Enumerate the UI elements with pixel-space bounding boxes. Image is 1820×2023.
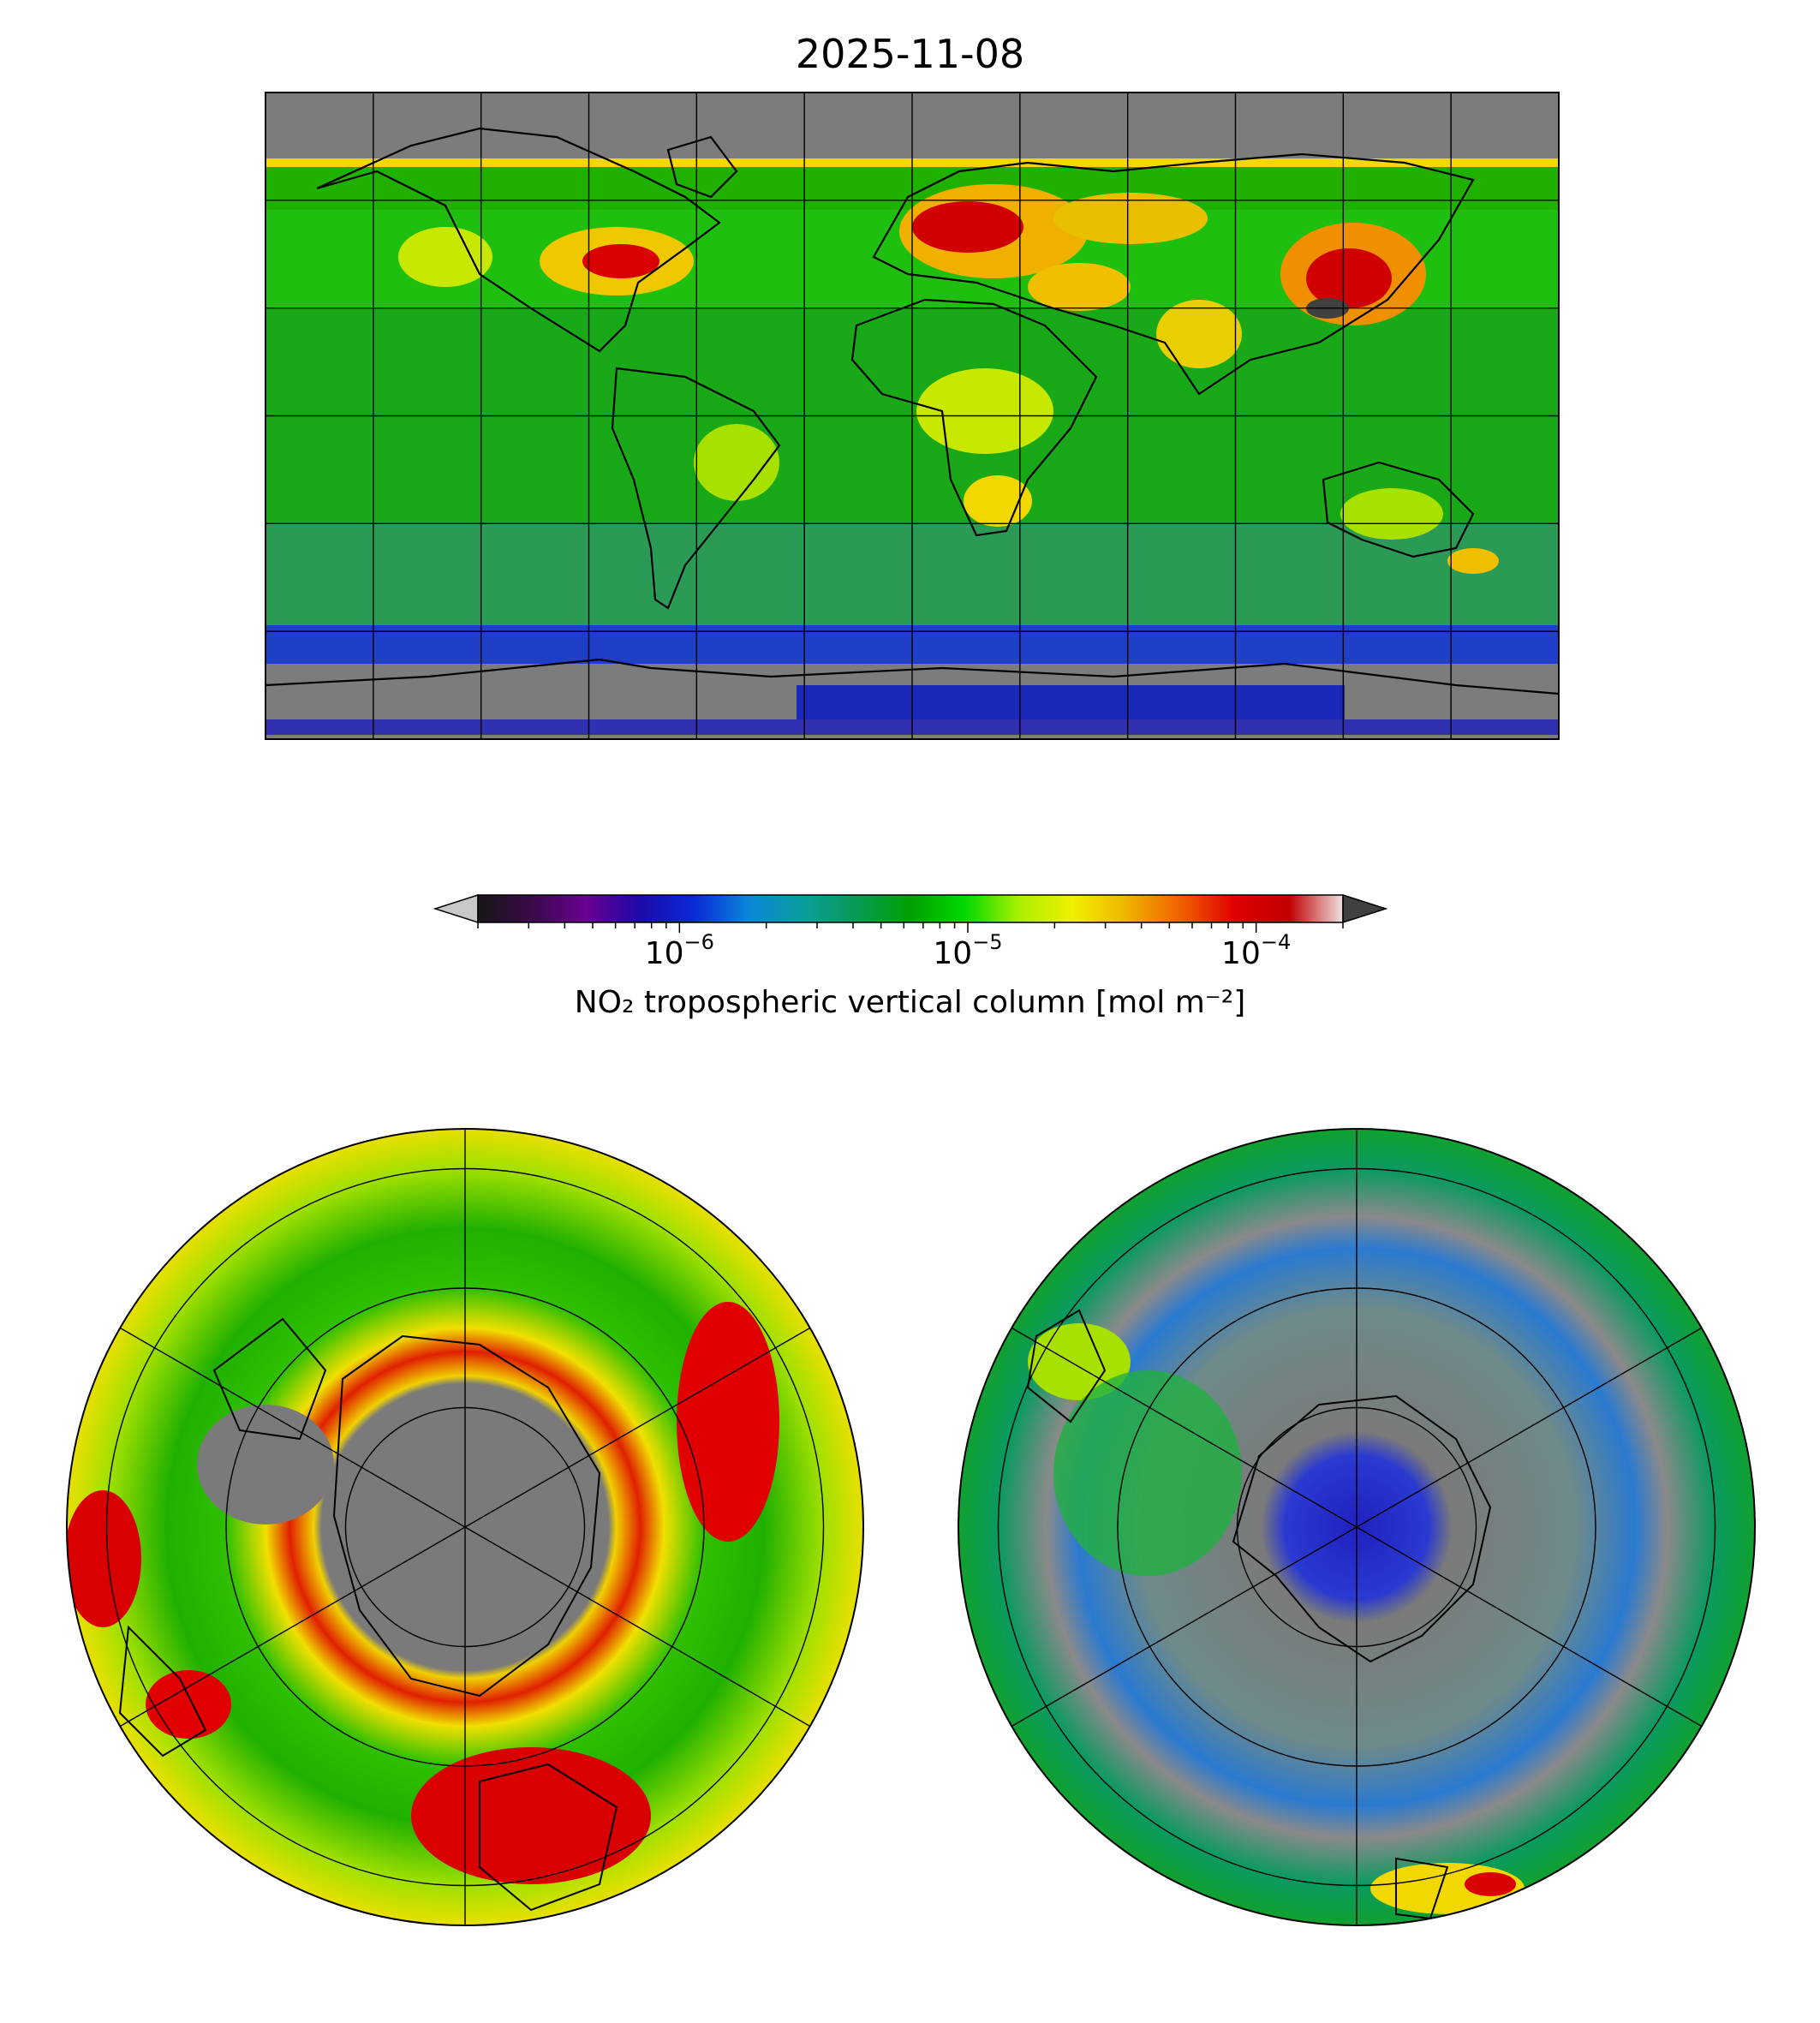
meridian-line xyxy=(1356,1327,1703,1528)
hotspot-east-us-core xyxy=(582,244,659,278)
global-gridlines xyxy=(266,92,1559,739)
tick-exponent: −6 xyxy=(683,930,714,954)
global-map xyxy=(266,92,1559,739)
colorbar-tick-label: 10−6 xyxy=(644,930,714,971)
np-hotspot-americas xyxy=(67,1490,141,1627)
colorbar-over-triangle xyxy=(1342,893,1388,924)
sp-hotspot-africa-core xyxy=(1465,1872,1516,1896)
colorbar-tick-label: 10−5 xyxy=(933,930,1002,971)
hotspot-west-us xyxy=(398,227,492,287)
np-hotspot-asia xyxy=(677,1302,779,1542)
meridian-line xyxy=(464,1526,811,1728)
np-hotspot-east-us xyxy=(146,1670,231,1739)
colorbar-body xyxy=(478,895,1343,922)
np-coastlines xyxy=(118,1317,618,1912)
meridian-line xyxy=(119,1526,466,1728)
hotspot-africa xyxy=(916,368,1053,454)
meridian-line xyxy=(1356,1526,1703,1728)
tick-base: 10 xyxy=(1221,936,1261,971)
colorbar-tick-label: 10−4 xyxy=(1221,930,1291,971)
north-polar-frame xyxy=(66,1128,864,1926)
south-polar-map xyxy=(958,1129,1755,1925)
tick-exponent: −4 xyxy=(1260,930,1292,954)
meridian-line xyxy=(119,1327,466,1528)
hotspot-australia xyxy=(1340,488,1443,540)
tick-base: 10 xyxy=(933,936,973,971)
south-polar-frame xyxy=(958,1128,1756,1926)
tick-exponent: −5 xyxy=(972,930,1003,954)
colorbar-label: NO₂ tropospheric vertical column [mol m⁻… xyxy=(574,985,1246,1020)
meridian-line xyxy=(1011,1526,1358,1728)
np-hotspot-europe xyxy=(411,1747,651,1884)
coastlines xyxy=(266,127,1559,695)
meridian-line xyxy=(1011,1327,1358,1528)
meridian-line xyxy=(464,1327,811,1528)
hotspot-south-america xyxy=(694,424,779,501)
band-antarctic-blue xyxy=(797,685,1345,719)
chart-title: 2025-11-08 xyxy=(795,31,1025,77)
sp-gridlines xyxy=(997,1129,1716,1925)
sp-green-sector xyxy=(1053,1370,1242,1576)
north-polar-map xyxy=(67,1129,863,1925)
hotspot-china-core xyxy=(1306,248,1392,308)
global-map-frame xyxy=(265,92,1560,740)
colorbar-frame xyxy=(477,894,1344,923)
colorbar-ticks xyxy=(477,922,1344,933)
hotspot-europe-core xyxy=(912,201,1023,253)
hotspot-south-africa xyxy=(964,475,1032,527)
np-gridlines xyxy=(105,1129,825,1925)
hotspot-russia xyxy=(1053,193,1208,244)
colorbar xyxy=(433,893,1388,933)
hotspot-se-australia xyxy=(1447,548,1499,574)
tick-base: 10 xyxy=(644,936,684,971)
np-gap-greenland xyxy=(197,1405,334,1525)
colorbar-under-triangle xyxy=(433,893,479,924)
hotspot-india xyxy=(1156,300,1242,368)
hotspot-middle-east xyxy=(1028,263,1131,311)
